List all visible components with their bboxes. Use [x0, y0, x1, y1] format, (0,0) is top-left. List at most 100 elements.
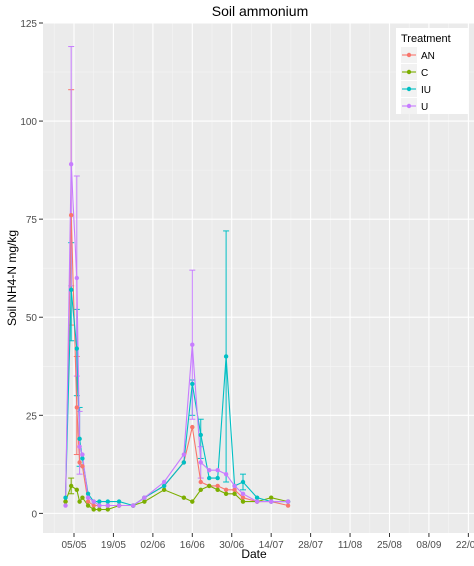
- data-point-c: [68, 483, 74, 489]
- data-point-iu: [161, 483, 167, 489]
- data-point-c: [74, 487, 80, 493]
- data-point-c: [77, 499, 82, 504]
- data-point-u: [97, 503, 102, 508]
- data-point-iu: [181, 460, 187, 465]
- major-grid: [43, 22, 474, 533]
- data-point-u: [77, 444, 82, 449]
- data-point-iu: [254, 495, 260, 500]
- x-tick-label: 05/05: [61, 540, 86, 551]
- data-point-u: [207, 468, 212, 473]
- data-point-c: [142, 499, 147, 504]
- data-point-an: [198, 479, 203, 485]
- data-point-an: [74, 405, 80, 410]
- data-point-c: [181, 495, 187, 500]
- data-point-u: [142, 495, 147, 500]
- data-point-c: [207, 483, 212, 489]
- data-point-u: [116, 503, 122, 508]
- legend-key-point: [406, 103, 412, 109]
- data-point-u: [63, 503, 68, 508]
- data-point-an: [240, 495, 246, 500]
- data-point-an: [68, 213, 74, 218]
- data-point-u: [285, 499, 291, 504]
- y-axis-ticks: 0 25 50 75 100 125: [20, 19, 43, 520]
- data-point-u: [105, 503, 110, 508]
- data-point-u: [232, 483, 237, 489]
- x-axis-label: Date: [241, 547, 267, 561]
- data-point-c: [268, 495, 274, 500]
- data-point-c: [91, 507, 96, 512]
- data-point-iu: [77, 436, 82, 442]
- data-point-c: [80, 495, 85, 500]
- data-point-an: [223, 487, 229, 493]
- data-point-c: [63, 499, 68, 504]
- x-axis-ticks: 05/05 19/05 02/06 16/06 30/06 14/07 28/07 11/08…: [61, 533, 474, 551]
- legend-key-point: [406, 52, 412, 58]
- data-point-u: [181, 452, 187, 457]
- legend-label-c: C: [421, 68, 428, 79]
- data-point-c: [240, 499, 246, 504]
- data-point-u: [215, 468, 220, 473]
- data-point-u: [161, 479, 167, 485]
- x-tick-label: 28/07: [298, 540, 323, 551]
- legend-label-iu: IU: [421, 85, 431, 96]
- data-point-iu: [190, 381, 195, 387]
- data-point-u: [254, 499, 260, 504]
- data-point-iu: [74, 346, 80, 351]
- data-point-iu: [97, 499, 102, 504]
- data-point-c: [161, 487, 167, 493]
- data-point-u: [68, 162, 74, 167]
- x-tick-label: 22/09: [456, 540, 474, 551]
- x-tick-label: 16/06: [180, 540, 205, 551]
- x-tick-label: 19/05: [101, 540, 126, 551]
- y-tick-label: 25: [26, 411, 38, 422]
- data-point-an: [190, 424, 195, 430]
- data-point-u: [240, 491, 246, 496]
- data-point-iu: [80, 456, 85, 461]
- data-point-c: [97, 507, 102, 512]
- data-point-u: [198, 460, 203, 465]
- data-point-c: [105, 507, 110, 512]
- data-point-iu: [116, 499, 122, 504]
- legend-items: AN C IU U: [401, 47, 435, 114]
- data-point-iu: [63, 495, 68, 500]
- legend-key-point: [406, 86, 412, 92]
- data-point-u: [80, 452, 85, 457]
- data-point-c: [232, 491, 237, 496]
- data-point-iu: [105, 499, 110, 504]
- data-point-c: [215, 487, 220, 493]
- y-tick-label: 100: [20, 117, 37, 128]
- data-point-u: [74, 275, 80, 281]
- data-point-iu: [240, 479, 246, 485]
- data-point-an: [285, 503, 291, 508]
- legend-key-point: [406, 69, 412, 75]
- data-point-c: [190, 499, 195, 504]
- data-point-c: [198, 487, 203, 493]
- y-tick-label: 0: [31, 509, 37, 520]
- legend-label-an: AN: [421, 51, 435, 62]
- y-axis-label: Soil NH4-N mg/kg: [5, 230, 19, 326]
- data-point-u: [130, 503, 136, 508]
- x-tick-label: 08/09: [416, 540, 441, 551]
- data-point-an: [80, 464, 85, 469]
- y-tick-label: 50: [26, 313, 38, 324]
- data-point-an: [232, 487, 237, 493]
- x-tick-label: 02/06: [140, 540, 165, 551]
- y-tick-label: 75: [26, 215, 38, 226]
- data-point-an: [215, 483, 220, 489]
- legend-label-u: U: [421, 102, 428, 113]
- data-point-iu: [223, 354, 229, 359]
- data-point-u: [85, 495, 91, 500]
- data-point-an: [91, 503, 96, 508]
- data-point-an: [85, 499, 91, 504]
- data-point-u: [268, 499, 274, 504]
- data-point-u: [91, 499, 96, 504]
- data-point-an: [77, 460, 82, 465]
- x-tick-label: 25/08: [377, 540, 402, 551]
- chart-title: Soil ammonium: [212, 3, 308, 19]
- data-point-iu: [85, 491, 91, 496]
- data-point-c: [223, 491, 229, 496]
- x-tick-label: 14/07: [259, 540, 284, 551]
- data-point-iu: [68, 287, 74, 292]
- data-point-iu: [215, 475, 220, 481]
- y-tick-label: 125: [20, 19, 37, 30]
